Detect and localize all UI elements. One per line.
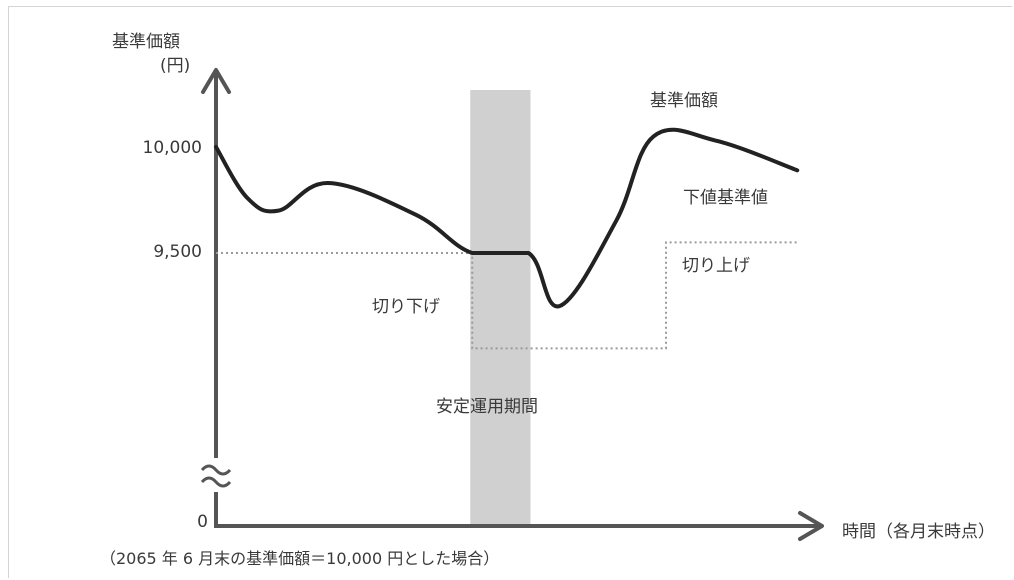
chart-frame	[8, 6, 1012, 578]
y-tick-9500: 9,500	[153, 242, 202, 262]
stable-period-band	[470, 90, 531, 526]
footnote: （2065 年 6 月末の基準価額＝10,000 円とした場合）	[100, 549, 500, 568]
axis-break-mark-1	[200, 464, 232, 476]
series-nav-line	[214, 127, 800, 309]
series-label-nav: 基準価額	[650, 91, 718, 111]
y-axis-arrowhead	[201, 68, 231, 94]
x-axis-label: 時間（各月末時点）	[842, 522, 995, 542]
y-axis-unit: (円)	[160, 56, 191, 76]
y-tick-0: 0	[197, 512, 208, 532]
axis-break-mark-2	[200, 476, 232, 488]
annotation-cut-down: 切り下げ	[372, 297, 440, 317]
axis-break-gap	[200, 458, 232, 492]
x-axis-arrowhead	[798, 511, 824, 541]
y-axis-label: 基準価額	[112, 32, 180, 52]
annotation-stable-period: 安定運用期間	[436, 397, 538, 417]
annotation-raise-up: 切り上げ	[682, 256, 750, 276]
y-tick-10000: 10,000	[142, 138, 202, 158]
series-label-floor: 下値基準値	[683, 188, 768, 208]
